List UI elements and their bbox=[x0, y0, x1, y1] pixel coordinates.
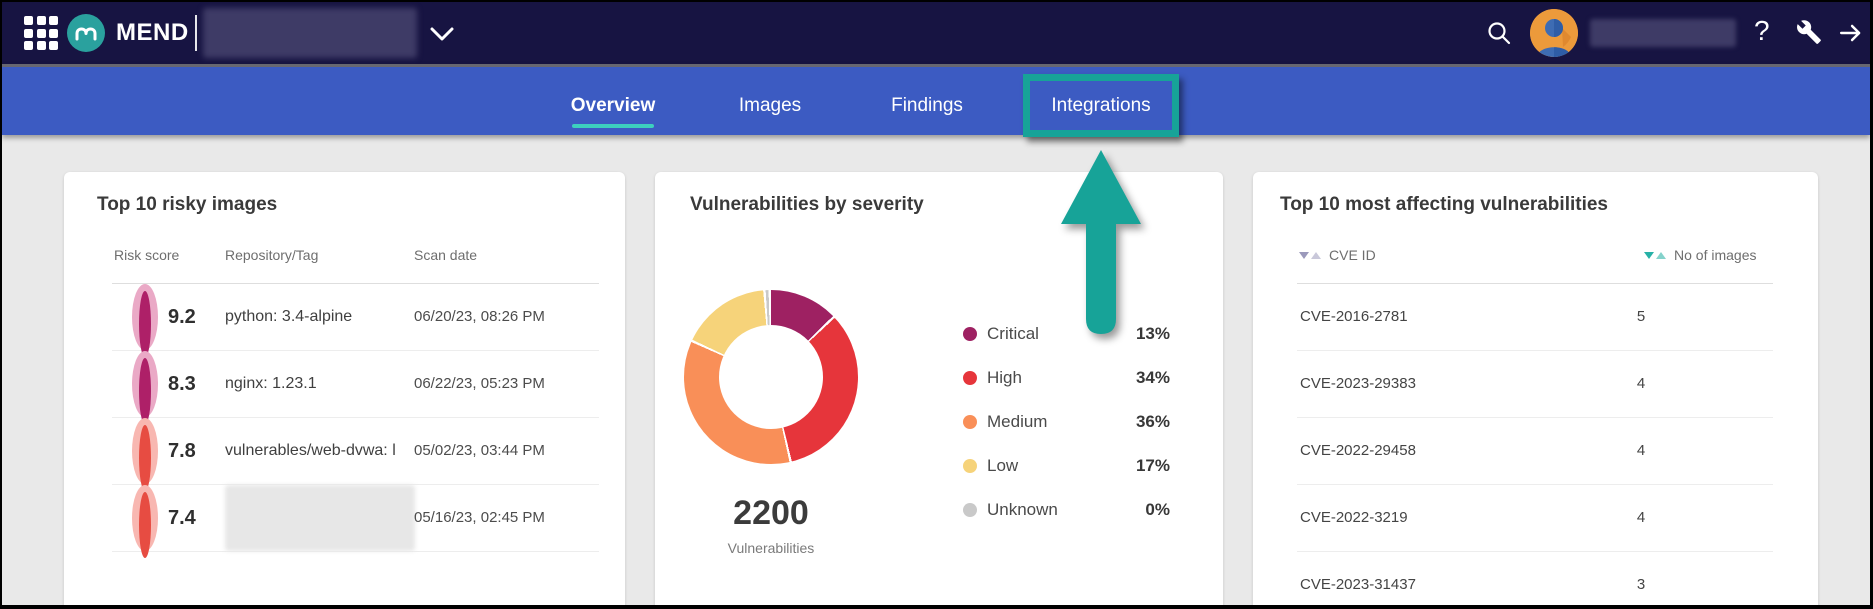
avatar[interactable] bbox=[1530, 9, 1578, 57]
image-count: 4 bbox=[1636, 442, 1646, 459]
repository-tag: python: 3.4-alpine bbox=[225, 308, 353, 325]
risk-score-badge bbox=[132, 485, 158, 558]
legend-value: 0% bbox=[1145, 500, 1170, 519]
donut-chart bbox=[684, 290, 858, 464]
tab-images[interactable]: Images bbox=[738, 95, 802, 116]
risk-score-value: 7.4 bbox=[168, 507, 196, 529]
card-title: Top 10 most affecting vulnerabilities bbox=[1280, 194, 1608, 215]
cve-id: CVE-2022-29458 bbox=[1300, 442, 1416, 459]
sort-icon-images[interactable] bbox=[1644, 251, 1666, 259]
legend-dot bbox=[963, 415, 977, 429]
legend-dot bbox=[963, 459, 977, 473]
legend-dot bbox=[963, 503, 977, 517]
navbar: Overview Images Findings Integrations bbox=[2, 64, 1870, 135]
cve-id: CVE-2022-3219 bbox=[1300, 509, 1408, 526]
image-count: 5 bbox=[1636, 308, 1646, 325]
risk-score-badge bbox=[132, 351, 158, 424]
sort-icon-cve[interactable] bbox=[1299, 251, 1321, 259]
column-header-scan-date: Scan date bbox=[414, 247, 478, 263]
column-header-label: No of images bbox=[1674, 247, 1757, 263]
brand-text: MEND bbox=[116, 19, 189, 46]
divider bbox=[112, 283, 599, 284]
repository-tag: nginx: 1.23.1 bbox=[225, 375, 317, 392]
legend-item[interactable]: Unknown 0% bbox=[963, 488, 1170, 532]
risk-score-badge bbox=[132, 418, 158, 491]
column-header-risk-score: Risk score bbox=[114, 247, 180, 263]
scan-date: 05/16/23, 02:45 PM bbox=[414, 509, 545, 526]
table-row[interactable]: 7.4 05/16/23, 02:45 PM bbox=[112, 485, 599, 558]
image-count: 3 bbox=[1636, 576, 1646, 593]
legend-dot bbox=[963, 371, 977, 385]
column-header-no-of-images: No of images bbox=[1644, 247, 1756, 263]
divider bbox=[1297, 283, 1773, 284]
column-header-label: CVE ID bbox=[1329, 247, 1376, 263]
card-title: Top 10 risky images bbox=[97, 194, 278, 215]
legend-value: 36% bbox=[1135, 412, 1170, 431]
column-header-repository-tag: Repository/Tag bbox=[225, 247, 319, 263]
legend-item[interactable]: Critical 13% bbox=[963, 312, 1170, 356]
legend: Critical 13% High 34% Medium 36% Low 17%… bbox=[963, 312, 1170, 532]
active-tab-underline bbox=[572, 124, 654, 128]
legend-value: 13% bbox=[1135, 324, 1170, 343]
user-name-redacted bbox=[1590, 19, 1736, 47]
legend-label: Critical bbox=[987, 324, 1039, 343]
legend-item[interactable]: Medium 36% bbox=[963, 400, 1170, 444]
table-row[interactable]: CVE-2022-3219 4 bbox=[1297, 485, 1773, 552]
risk-score-badge bbox=[132, 284, 158, 357]
cve-id: CVE-2023-31437 bbox=[1300, 576, 1416, 593]
table-row[interactable]: CVE-2022-29458 4 bbox=[1297, 418, 1773, 485]
legend-value: 17% bbox=[1135, 456, 1170, 475]
image-count: 4 bbox=[1636, 375, 1646, 392]
donut-center-label: Vulnerabilities bbox=[727, 540, 815, 556]
table-row[interactable]: 7.8 vulnerables/web-dvwa: l 05/02/23, 03… bbox=[112, 418, 599, 491]
table-row[interactable]: 8.3 nginx: 1.23.1 06/22/23, 05:23 PM bbox=[112, 351, 599, 424]
legend-item[interactable]: Low 17% bbox=[963, 444, 1170, 488]
scan-date: 06/20/23, 08:26 PM bbox=[414, 308, 545, 325]
wrench-icon[interactable] bbox=[1796, 19, 1822, 50]
scan-date: 05/02/23, 03:44 PM bbox=[414, 442, 545, 459]
topbar: MEND ? bbox=[2, 2, 1870, 64]
redacted-repository bbox=[225, 485, 415, 551]
search-icon[interactable] bbox=[1486, 20, 1512, 51]
donut-hole bbox=[719, 325, 823, 429]
card-title: Vulnerabilities by severity bbox=[690, 194, 924, 215]
legend-label: Medium bbox=[987, 412, 1048, 431]
scan-date: 06/22/23, 05:23 PM bbox=[414, 375, 545, 392]
risk-score-value: 7.8 bbox=[168, 440, 196, 462]
signout-arrow-icon[interactable] bbox=[1838, 20, 1864, 51]
image-count: 4 bbox=[1636, 509, 1646, 526]
repository-tag: vulnerables/web-dvwa: l bbox=[225, 442, 396, 459]
legend-dot bbox=[963, 327, 977, 341]
card-top-cves: Top 10 most affecting vulnerabilities CV… bbox=[1253, 172, 1818, 605]
legend-label: High bbox=[987, 368, 1022, 387]
risk-score-value: 9.2 bbox=[168, 306, 196, 328]
chevron-down-icon[interactable] bbox=[430, 27, 454, 46]
table-row[interactable]: CVE-2016-2781 5 bbox=[1297, 284, 1773, 351]
cve-id: CVE-2023-29383 bbox=[1300, 375, 1416, 392]
cve-id: CVE-2016-2781 bbox=[1300, 308, 1408, 325]
legend-value: 34% bbox=[1135, 368, 1170, 387]
card-vulnerabilities-by-severity: Vulnerabilities by severity 2200 Vulnera… bbox=[655, 172, 1223, 605]
column-header-cve-id: CVE ID bbox=[1299, 247, 1376, 263]
tab-findings[interactable]: Findings bbox=[891, 95, 963, 116]
card-risky-images: Top 10 risky images Risk score Repositor… bbox=[64, 172, 625, 605]
tab-integrations[interactable]: Integrations bbox=[1051, 95, 1151, 116]
legend-label: Unknown bbox=[987, 500, 1058, 519]
app-grid-icon[interactable] bbox=[24, 16, 58, 50]
legend-label: Low bbox=[987, 456, 1019, 475]
table-row[interactable]: CVE-2023-31437 3 bbox=[1297, 552, 1773, 605]
table-row[interactable]: 9.2 python: 3.4-alpine 06/20/23, 08:26 P… bbox=[112, 284, 599, 357]
table-row[interactable]: CVE-2023-29383 4 bbox=[1297, 351, 1773, 418]
donut-center-total: 2200 bbox=[733, 494, 809, 532]
divider bbox=[195, 15, 197, 51]
tab-overview[interactable]: Overview bbox=[570, 95, 656, 116]
legend-item[interactable]: High 34% bbox=[963, 356, 1170, 400]
help-icon[interactable]: ? bbox=[1754, 15, 1770, 46]
org-selector-redacted[interactable] bbox=[203, 8, 417, 58]
mend-logo-icon bbox=[66, 13, 106, 58]
risk-score-value: 8.3 bbox=[168, 373, 196, 395]
